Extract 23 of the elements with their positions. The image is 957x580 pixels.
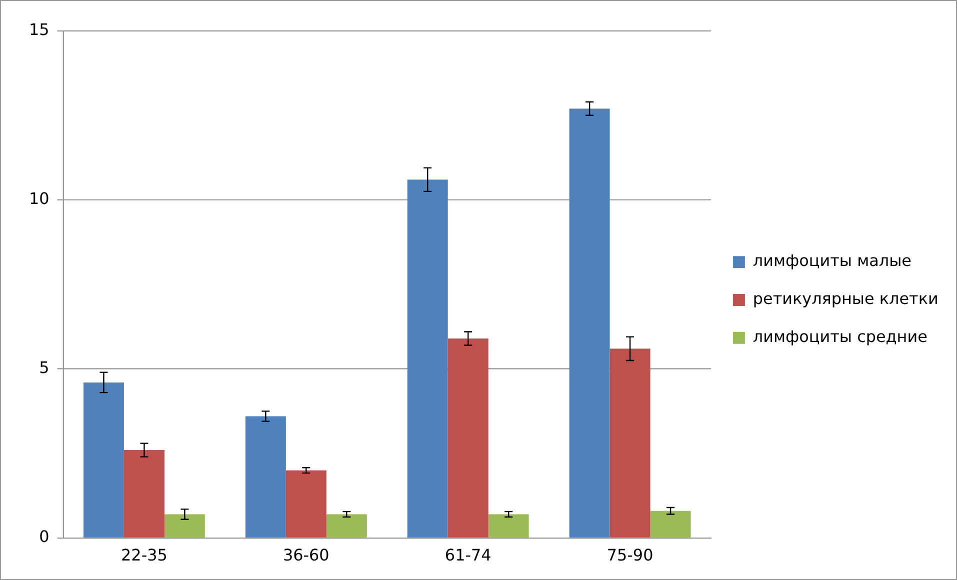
y-tick-label: 10 — [28, 189, 50, 208]
bar — [407, 180, 448, 538]
bar — [326, 514, 367, 538]
bar — [448, 338, 488, 538]
x-tick-label: 22-35 — [121, 546, 168, 565]
bar — [83, 382, 124, 538]
bar — [245, 416, 286, 538]
bar — [164, 514, 205, 538]
y-tick-label: 0 — [39, 527, 50, 546]
bar — [286, 470, 326, 538]
bar — [650, 510, 691, 538]
bar — [610, 348, 650, 538]
y-tick-label: 15 — [28, 20, 50, 40]
legend-label: лимфоциты средние — [752, 326, 928, 346]
bar — [488, 514, 529, 538]
x-tick-label: 36-60 — [282, 546, 330, 565]
legend-label: лимфоциты малые — [752, 251, 912, 270]
y-tick-label: 5 — [39, 358, 50, 378]
legend-label: ретикулярные клетки — [752, 289, 938, 308]
x-tick-label: 75-90 — [606, 546, 654, 565]
x-tick-label: 61-74 — [444, 546, 492, 565]
bar — [124, 450, 164, 538]
bar — [569, 108, 610, 538]
